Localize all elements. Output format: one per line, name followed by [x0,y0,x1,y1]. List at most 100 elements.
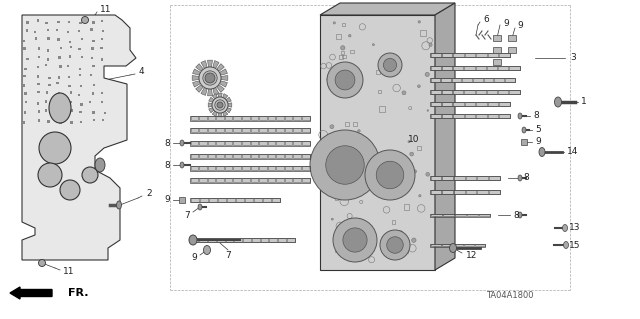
Bar [339,55,342,59]
Bar [234,116,241,120]
Ellipse shape [522,127,526,133]
Bar [431,53,441,57]
Ellipse shape [49,93,71,123]
Bar [70,100,72,103]
Circle shape [215,100,225,110]
Bar [92,65,95,67]
Bar [442,114,452,118]
Bar [244,198,253,202]
Bar [454,176,465,180]
Bar [37,66,39,68]
Bar [242,166,250,170]
Bar [378,91,381,93]
Bar [26,21,29,24]
Text: 1: 1 [581,98,587,107]
Circle shape [402,91,406,95]
Bar [234,141,241,145]
Bar [45,91,48,93]
Bar [259,178,267,182]
Circle shape [349,256,352,260]
Bar [484,78,493,82]
Bar [90,74,92,76]
Bar [45,100,47,103]
Bar [431,90,441,94]
Polygon shape [221,76,228,80]
Circle shape [203,71,217,85]
Bar [81,38,83,41]
Ellipse shape [204,246,211,255]
Ellipse shape [95,158,105,172]
Circle shape [372,44,374,46]
Bar [476,90,486,94]
Bar [302,128,310,132]
Bar [225,128,232,132]
Bar [442,102,452,106]
Bar [67,31,70,33]
Circle shape [340,46,345,50]
Bar [225,116,232,120]
Bar [253,198,262,202]
Bar [207,154,215,158]
Bar [473,78,483,82]
Bar [374,157,380,163]
Bar [79,74,81,76]
Text: 8: 8 [533,112,539,121]
Bar [209,198,216,202]
Bar [23,122,26,124]
Bar [190,238,295,242]
Bar [403,248,408,253]
Bar [207,128,215,132]
Text: TA04A1800: TA04A1800 [486,291,534,300]
Bar [278,238,285,242]
Circle shape [429,43,432,46]
Bar [200,198,207,202]
Text: 8: 8 [164,160,170,169]
Bar [79,111,82,113]
Polygon shape [212,94,218,99]
Bar [452,78,461,82]
Bar [302,154,310,158]
Bar [353,122,357,126]
Bar [335,249,338,252]
Bar [430,78,515,82]
Text: 11: 11 [63,268,74,277]
Bar [57,21,60,23]
Bar [430,53,510,57]
Polygon shape [209,108,214,113]
Circle shape [354,174,357,177]
Bar [442,66,452,70]
Text: 8: 8 [164,138,170,147]
Bar [276,141,284,145]
Bar [37,19,39,22]
Bar [487,66,497,70]
Bar [70,121,73,124]
Bar [104,112,106,114]
Bar [207,116,215,120]
Bar [376,70,380,74]
Bar [190,166,310,170]
Bar [442,244,451,246]
Polygon shape [226,108,231,113]
Bar [465,190,476,194]
Bar [509,90,520,94]
Bar [367,227,371,231]
Bar [268,166,275,170]
Bar [24,68,27,70]
Bar [499,114,509,118]
Bar [293,166,301,170]
Bar [493,59,501,65]
Bar [493,47,501,53]
Ellipse shape [116,201,122,209]
Circle shape [212,97,228,113]
Bar [441,78,451,82]
Polygon shape [193,69,200,75]
Bar [293,154,301,158]
Bar [242,154,250,158]
Bar [47,120,50,122]
Ellipse shape [180,162,184,168]
Bar [58,111,60,114]
Bar [320,15,435,270]
Bar [80,85,82,87]
Circle shape [417,85,420,88]
Polygon shape [207,89,212,96]
